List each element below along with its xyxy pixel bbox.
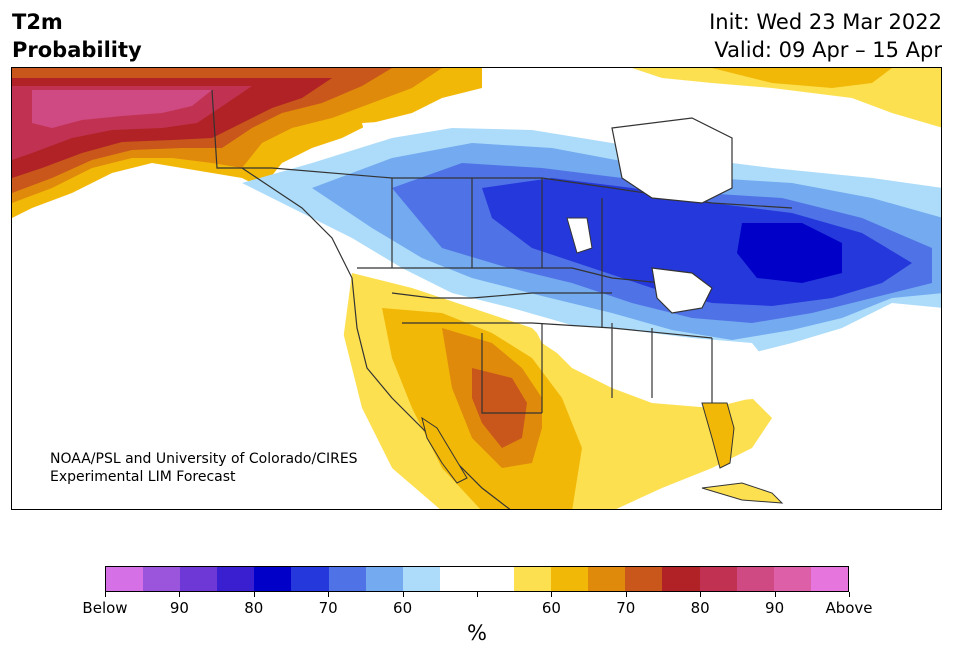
colorbar-segment (551, 567, 589, 591)
colorbar-unit: % (467, 621, 487, 645)
colorbar-segment (180, 567, 218, 591)
colorbar-tick-mark (551, 592, 553, 597)
colorbar-tick-label: 90 (765, 599, 785, 617)
probability-map: NOAA/PSL and University of Colorado/CIRE… (11, 67, 942, 510)
warm-arctic-orange (712, 68, 892, 88)
map-title: T2m Probability (12, 8, 142, 64)
great-slave-lake (362, 120, 412, 131)
colorbar-segment (514, 567, 552, 591)
data-credit: NOAA/PSL and University of Colorado/CIRE… (50, 450, 358, 486)
colorbar-tick-mark (849, 592, 850, 597)
colorbar-segment (476, 567, 515, 591)
forecast-info: Init: Wed 23 Mar 2022 Valid: 09 Apr – 15… (709, 8, 942, 64)
warm-alaska-magenta (32, 90, 212, 128)
colorbar-tick-label: 80 (690, 599, 710, 617)
colorbar-tick-mark (253, 592, 255, 597)
colorbar-tick-mark (179, 592, 181, 597)
colorbar-segment (402, 567, 440, 591)
colorbar-segment (699, 567, 737, 591)
colorbar-segment (662, 567, 700, 591)
init-date: Init: Wed 23 Mar 2022 (709, 10, 942, 34)
colorbar-tick-mark (402, 592, 404, 597)
map-canvas (12, 68, 941, 509)
colorbar-tick-mark (328, 592, 330, 597)
colorbar-tick-label: 90 (169, 599, 189, 617)
colorbar-segment (217, 567, 255, 591)
colorbar-tick-label: 80 (244, 599, 264, 617)
colorbar-segment (143, 567, 181, 591)
colorbar-segment (810, 567, 848, 591)
colorbar-segment (625, 567, 663, 591)
title-line-2: Probability (12, 38, 142, 62)
colorbar-tick-mark (700, 592, 702, 597)
colorbar-tick-mark (477, 592, 478, 597)
colorbar-segment (588, 567, 626, 591)
colorbar-tick-label: Below (82, 599, 128, 617)
baja-california (421, 416, 468, 484)
great-lakes (651, 267, 713, 314)
credit-line-2: Experimental LIM Forecast (50, 469, 236, 485)
colorbar-segment (365, 567, 403, 591)
colorbar-tick-mark (625, 592, 627, 597)
colorbar-tick-mark (105, 592, 106, 597)
cold-core (737, 223, 842, 283)
title-line-1: T2m (12, 10, 63, 34)
colorbar-segment (773, 567, 811, 591)
pacific-ocean (12, 188, 431, 509)
colorbar-tick-label: Above (825, 599, 873, 617)
colorbar-tick-label: 70 (318, 599, 338, 617)
colorbar-segment (254, 567, 292, 591)
colorbar-segment (736, 567, 774, 591)
colorbar-tick-label: 60 (393, 599, 413, 617)
colorbar-tick-mark (774, 592, 776, 597)
colorbar-segment (106, 567, 144, 591)
florida (701, 402, 735, 469)
colorbar (105, 566, 849, 592)
valid-range: Valid: 09 Apr – 15 Apr (714, 38, 942, 62)
colorbar-tick-label: 70 (616, 599, 636, 617)
lake-winnipeg (566, 217, 593, 254)
colorbar-segment (291, 567, 329, 591)
credit-line-1: NOAA/PSL and University of Colorado/CIRE… (50, 451, 358, 467)
hudson-bay (611, 117, 733, 204)
colorbar-segment (439, 567, 477, 591)
warm-sw-core (472, 368, 527, 448)
colorbar-segment (328, 567, 366, 591)
cuba (701, 482, 784, 504)
colorbar-tick-label: 60 (541, 599, 561, 617)
